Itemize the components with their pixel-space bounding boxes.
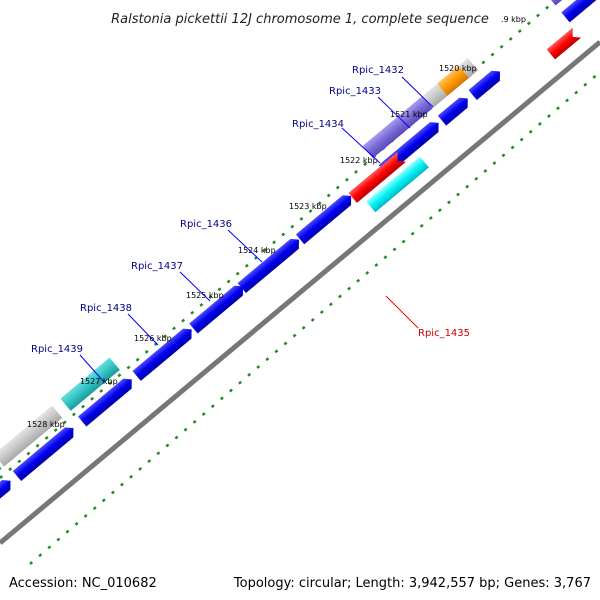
feature-purple [362, 95, 433, 159]
kbp-label: 1523 kbp [289, 202, 327, 211]
cds-arrow [237, 238, 299, 294]
reverse-label-leaders [385, 295, 419, 329]
feature-gray [458, 57, 479, 78]
outer-tick-track [0, 0, 557, 479]
gene-label[interactable]: Rpic_1432 [352, 65, 404, 76]
cds-arrow [132, 328, 192, 381]
gene-label[interactable]: Rpic_1439 [31, 344, 83, 355]
cds-arrow [12, 427, 74, 481]
gene-label[interactable]: Rpic_1434 [292, 119, 344, 130]
feature-gray [0, 405, 63, 467]
cds-arrow [78, 378, 132, 427]
cds-arrow [437, 97, 468, 126]
kbp-label: .9 kbp [501, 15, 526, 24]
feature-teal [60, 357, 120, 411]
cds-arrow [0, 480, 11, 524]
gene-label[interactable]: Rpic_1438 [80, 303, 132, 314]
gene-label[interactable]: Rpic_1435 [418, 328, 470, 339]
kbp-label: 1524 kbp [238, 246, 276, 255]
accession-text: Accession: NC_010682 [9, 576, 157, 591]
cds-arrow-reverse [348, 151, 407, 203]
cds-arrow [468, 70, 500, 100]
gene-label[interactable]: Rpic_1437 [131, 261, 183, 272]
forward-cds-track [0, 0, 600, 524]
kbp-label: 1522 kbp [340, 156, 378, 165]
feature-orange [437, 63, 472, 96]
cds-arrow [189, 285, 243, 334]
cds-arrow [561, 0, 600, 23]
genome-backbone [0, 40, 600, 545]
forward-label-leaders [79, 76, 434, 383]
cds-arrow-reverse [546, 27, 582, 60]
feature-tracks [0, 0, 600, 524]
feature-cyan [366, 156, 429, 213]
gene-labels: Rpic_1432 Rpic_1433 Rpic_1434 Rpic_1436 … [31, 65, 470, 355]
kbp-label: 1527 kbp [80, 377, 118, 386]
map-title: Ralstonia pickettii 12J chromosome 1, co… [111, 12, 489, 27]
kbp-label: 1521 kbp [390, 110, 428, 119]
highlight-track [0, 0, 600, 507]
cds-arrow [295, 195, 352, 245]
sequence-stats: Topology: circular; Length: 3,942,557 bp… [233, 576, 591, 591]
reverse-cds-track [348, 27, 582, 203]
kbp-label: 1528 kbp [27, 420, 65, 429]
inner-tick-track [29, 71, 600, 565]
gene-label[interactable]: Rpic_1433 [329, 86, 381, 97]
kbp-label: 1520 kbp [439, 64, 477, 73]
gene-label[interactable]: Rpic_1436 [180, 219, 232, 230]
feature-gray [423, 83, 448, 108]
kbp-label: 1526 kbp [134, 334, 172, 343]
